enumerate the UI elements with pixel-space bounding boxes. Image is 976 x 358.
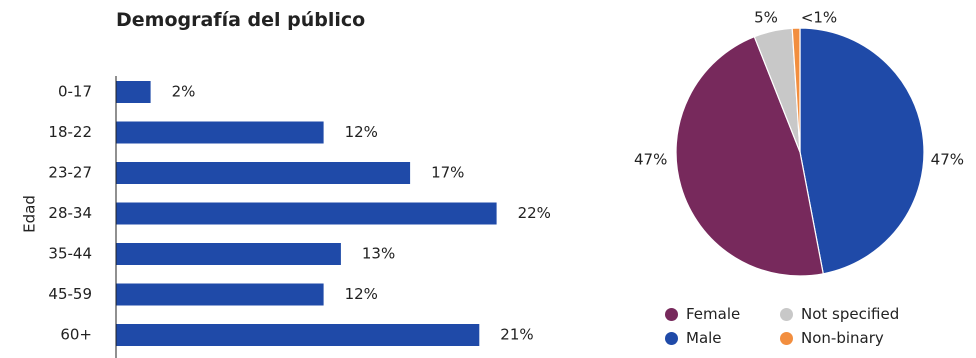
bar-35-44 [116,243,341,265]
tick-label-60+: 60+ [60,326,92,344]
pie-label-female: 47% [634,151,667,169]
legend-swatch-female [665,307,678,321]
tick-label-45-59: 45-59 [48,285,92,303]
age-bar-chart: 0-17 2% 18-22 12% 23-27 17% 28-34 22% 35-44 13% 45… [21,76,551,358]
legend-item-non-binary: Non-binary [780,329,940,347]
legend-label-male: Male [686,329,722,347]
legend-swatch-non-binary [780,331,793,345]
chart-title: Demografía del público [116,9,366,31]
tick-label-18-22: 18-22 [48,123,92,141]
legend-swatch-not-specified [780,307,793,321]
legend-label-not-specified: Not specified [801,305,900,323]
data-label-35-44: 13% [362,245,395,263]
legend-item-female: Female [665,305,780,323]
data-label-23-27: 17% [431,164,464,182]
bar-0-17 [116,81,151,103]
gender-pie-chart: 47% 47% 5% <1% [634,9,964,277]
bar-60+ [116,324,480,346]
data-label-60+: 21% [500,326,533,344]
bar-23-27 [116,162,411,184]
data-label-18-22: 12% [345,123,378,141]
bar-28-34 [116,202,497,225]
legend-label-non-binary: Non-binary [801,329,884,347]
tick-label-23-27: 23-27 [48,164,92,182]
pie-label-male: 47% [931,151,964,169]
legend-item-not-specified: Not specified [780,305,940,323]
bar-45-59 [116,283,324,306]
data-label-0-17: 2% [172,83,196,101]
legend-item-male: Male [665,329,780,347]
bar-18-22 [116,121,324,144]
tick-label-35-44: 35-44 [48,245,92,263]
pie-slice-female [675,35,824,277]
pie-legend: Female Not specified Male Non-binary [665,305,940,347]
y-axis-label: Edad [21,195,39,233]
tick-label-28-34: 28-34 [48,204,92,222]
legend-swatch-male [665,331,678,345]
pie-label-not-specified: 5% [754,9,778,27]
pie-slice-non-binary [791,27,801,153]
tick-label-0-17: 0-17 [58,83,92,101]
legend-label-female: Female [686,305,741,323]
pie-label-non-binary: <1% [801,9,837,27]
data-label-28-34: 22% [518,204,551,222]
pie-slice-male [799,27,925,275]
data-label-45-59: 12% [345,285,378,303]
